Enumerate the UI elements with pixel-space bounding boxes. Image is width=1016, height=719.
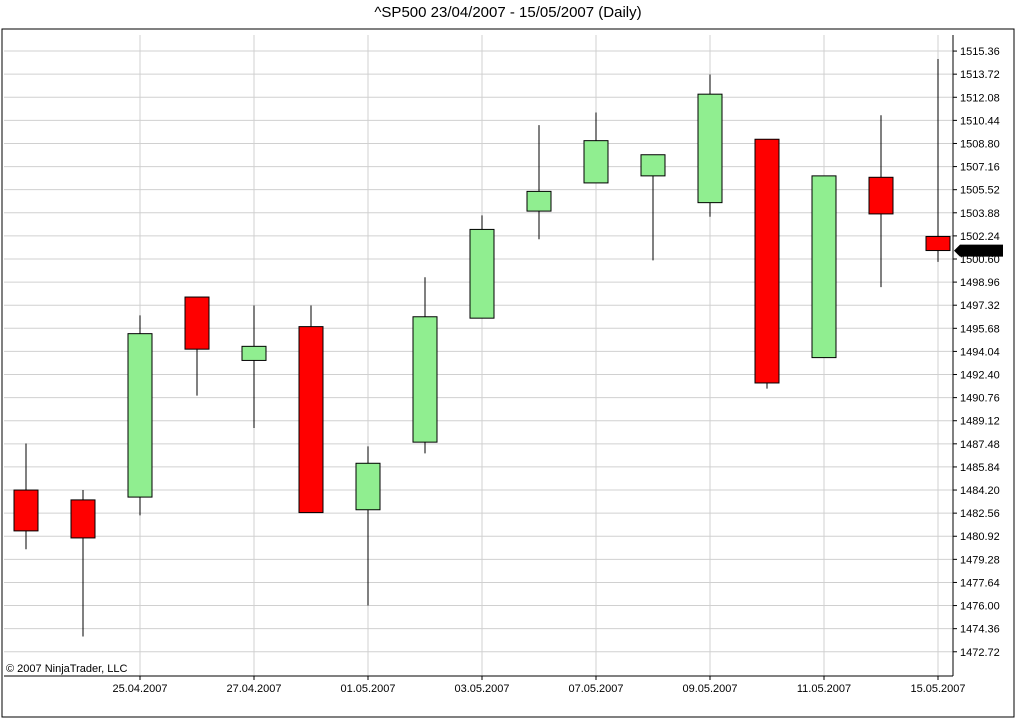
price-tick-label: 1482.56 [960,508,1000,520]
date-tick-label: 01.05.2007 [340,683,395,695]
plot-frame [1,28,1015,718]
time-axis: 25.04.2007 27.04.2007 01.05.2007 03.05.2007… [112,676,966,695]
candle-body [811,175,837,359]
price-tick-label: 1477.64 [960,577,1000,589]
candle-body [241,345,267,361]
last-price-label: 1501.19 [962,246,1002,258]
date-tick-label: 15.05.2007 [910,683,965,695]
price-tick-label: 1497.32 [960,300,1000,312]
price-tick-label: 1513.72 [960,69,1000,81]
date-tick-label: 03.05.2007 [454,683,509,695]
price-tick-label: 1479.28 [960,554,1000,566]
price-tick-label: 1505.52 [960,185,1000,197]
date-tick-label: 07.05.2007 [568,683,623,695]
price-tick-label: 1515.36 [960,46,1000,58]
date-tick-label: 11.05.2007 [797,683,851,695]
price-tick-label: 1510.44 [960,115,1000,127]
price-tick-label: 1498.96 [960,277,1000,289]
candle-body [412,316,438,443]
candle-body [697,93,723,204]
price-tick-label: 1512.08 [960,92,1000,104]
price-tick-label: 1502.24 [960,231,1000,243]
price-tick-label: 1490.76 [960,393,1000,405]
candle-body [583,140,609,184]
candle-body [526,190,552,212]
candle-body [355,462,381,511]
price-tick-label: 1500.60 [960,254,1000,266]
price-tick-label: 1508.80 [960,138,1000,150]
price-tick-label: 1494.04 [960,346,1000,358]
date-tick-label: 09.05.2007 [682,683,737,695]
price-tick-label: 1472.72 [960,647,1000,659]
date-tick-label: 25.04.2007 [112,683,167,695]
chart-title: ^SP500 23/04/2007 - 15/05/2007 (Daily) [374,4,642,21]
last-price-box [954,244,1003,257]
price-axis: 1515.36 1513.72 1512.08 1510.44 1508.80 1507.… [953,46,1000,659]
candle-body [127,333,153,498]
price-tick-label: 1489.12 [960,416,1000,428]
price-tick-label: 1474.36 [960,624,1000,636]
candle-body [640,154,666,177]
candle-body [70,499,96,539]
candle-body [469,228,495,319]
price-tick-label: 1476.00 [960,601,1000,613]
price-tick-label: 1487.48 [960,439,1000,451]
candle-body [754,138,780,384]
price-tick-label: 1485.84 [960,462,1000,474]
candle-body [13,489,39,532]
candles [13,58,951,637]
price-tick-label: 1507.16 [960,162,1000,174]
last-price-marker: 1501.19 [954,244,1003,258]
candle-body [184,296,210,350]
price-tick-label: 1503.88 [960,208,1000,220]
price-tick-label: 1480.92 [960,531,1000,543]
candle-body [868,176,894,215]
candle-body [298,326,324,514]
copyright-text: © 2007 NinjaTrader, LLC [6,663,127,675]
candle-body [925,235,951,252]
date-tick-label: 27.04.2007 [226,683,281,695]
price-tick-label: 1495.68 [960,323,1000,335]
price-tick-label: 1492.40 [960,370,1000,382]
price-tick-label: 1484.20 [960,485,1000,497]
